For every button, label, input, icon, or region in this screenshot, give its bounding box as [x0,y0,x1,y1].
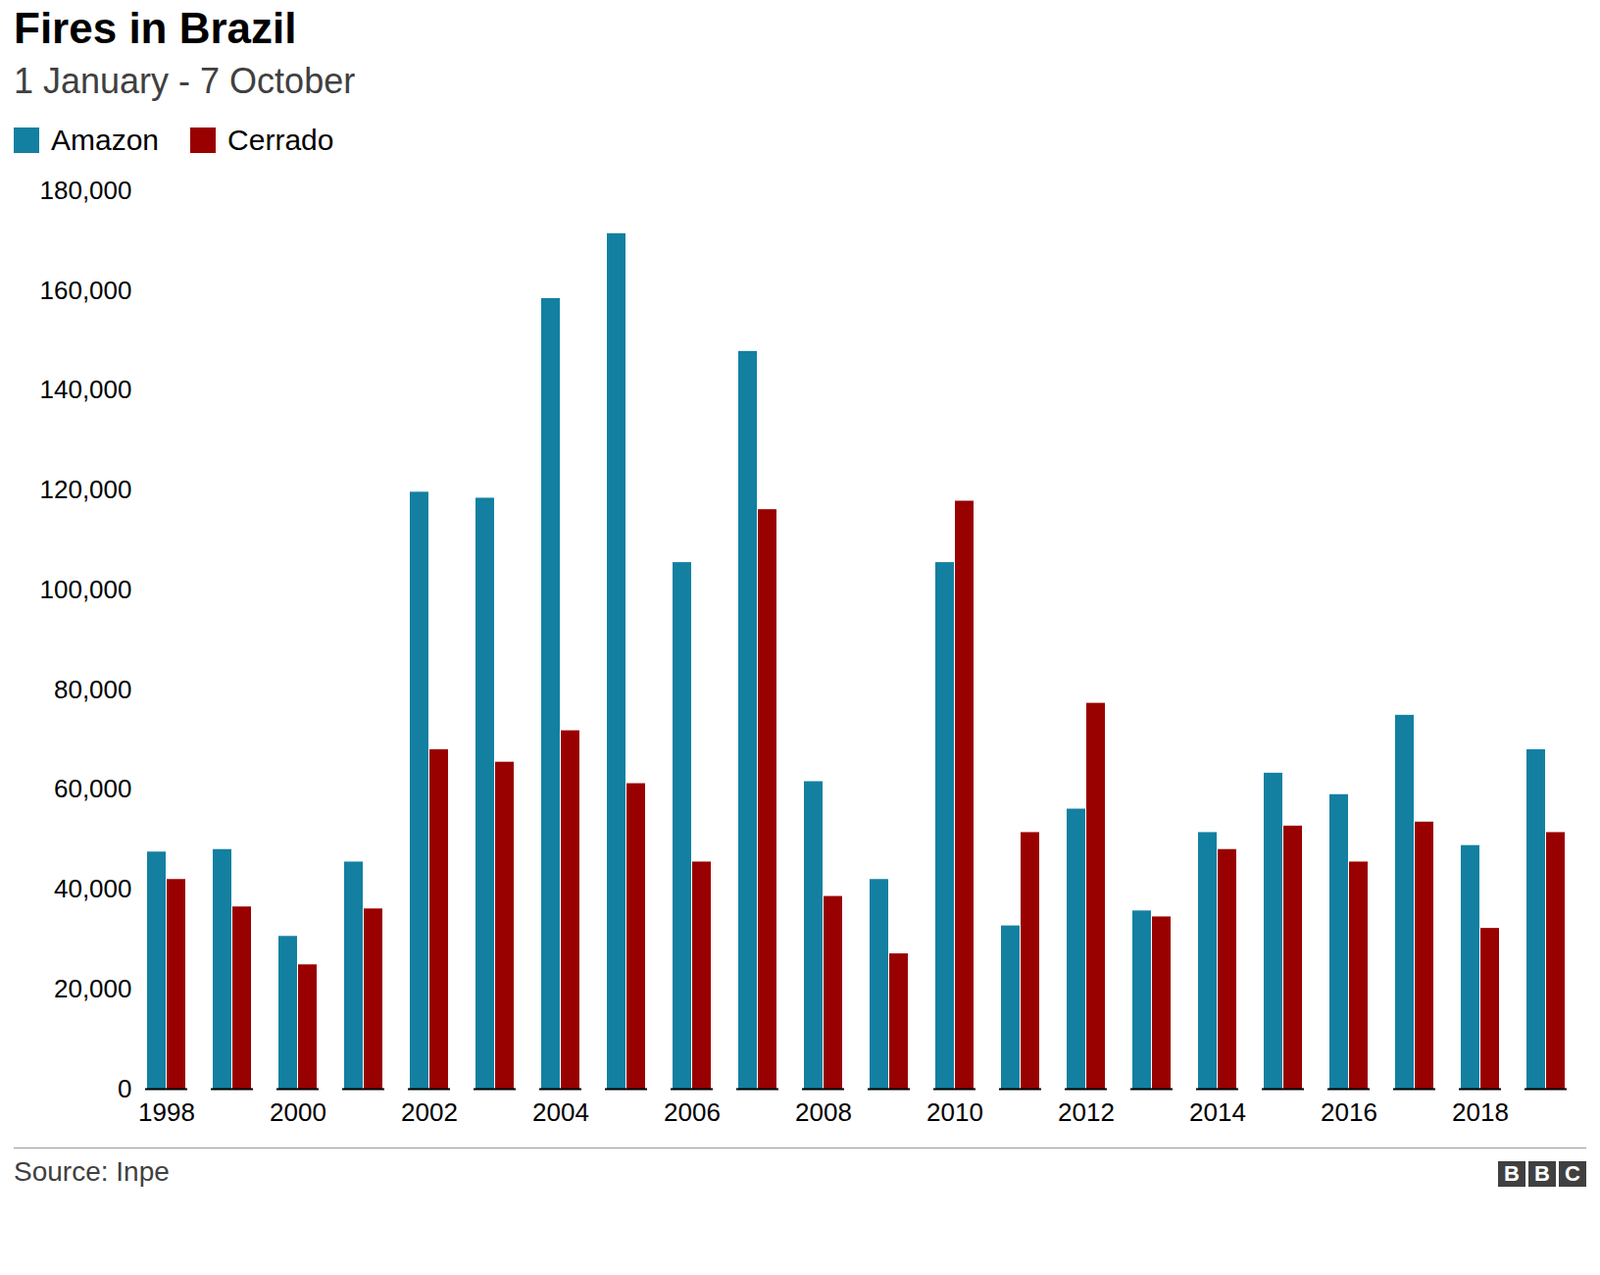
svg-text:120,000: 120,000 [40,474,133,504]
html-text:B: B [1503,1160,1520,1186]
svg-text:60,000: 60,000 [53,773,133,803]
svg-text:160,000: 160,000 [40,275,133,305]
svg-text:2006: 2006 [663,1097,721,1127]
html-text:Amazon: Amazon [50,123,159,156]
svg-text:2018: 2018 [1451,1097,1509,1127]
svg-text:2008: 2008 [795,1097,852,1127]
svg-text:2004: 2004 [532,1097,590,1127]
svg-text:40,000: 40,000 [53,873,133,903]
html-text:1 January - 7 October: 1 January - 7 October [13,60,356,101]
svg-text:1998: 1998 [138,1097,196,1127]
svg-text:80,000: 80,000 [53,674,133,704]
svg-text:2012: 2012 [1057,1097,1115,1127]
svg-text:2000: 2000 [269,1097,327,1127]
svg-text:2014: 2014 [1189,1097,1247,1127]
html-text:Source: Inpe: Source: Inpe [13,1155,170,1187]
svg-text:100,000: 100,000 [40,574,133,604]
html-text:C: C [1564,1160,1581,1186]
svg-text:2010: 2010 [926,1097,984,1127]
svg-text:0: 0 [117,1073,132,1103]
html-text:Fires in Brazil: Fires in Brazil [13,3,297,52]
html-text:B: B [1534,1160,1550,1186]
svg-text:180,000: 180,000 [40,175,133,205]
svg-text:2002: 2002 [400,1097,458,1127]
html-text:Cerrado: Cerrado [227,123,334,156]
svg-text:20,000: 20,000 [53,973,133,1003]
svg-text:140,000: 140,000 [40,374,133,404]
svg-text:2016: 2016 [1320,1097,1378,1127]
